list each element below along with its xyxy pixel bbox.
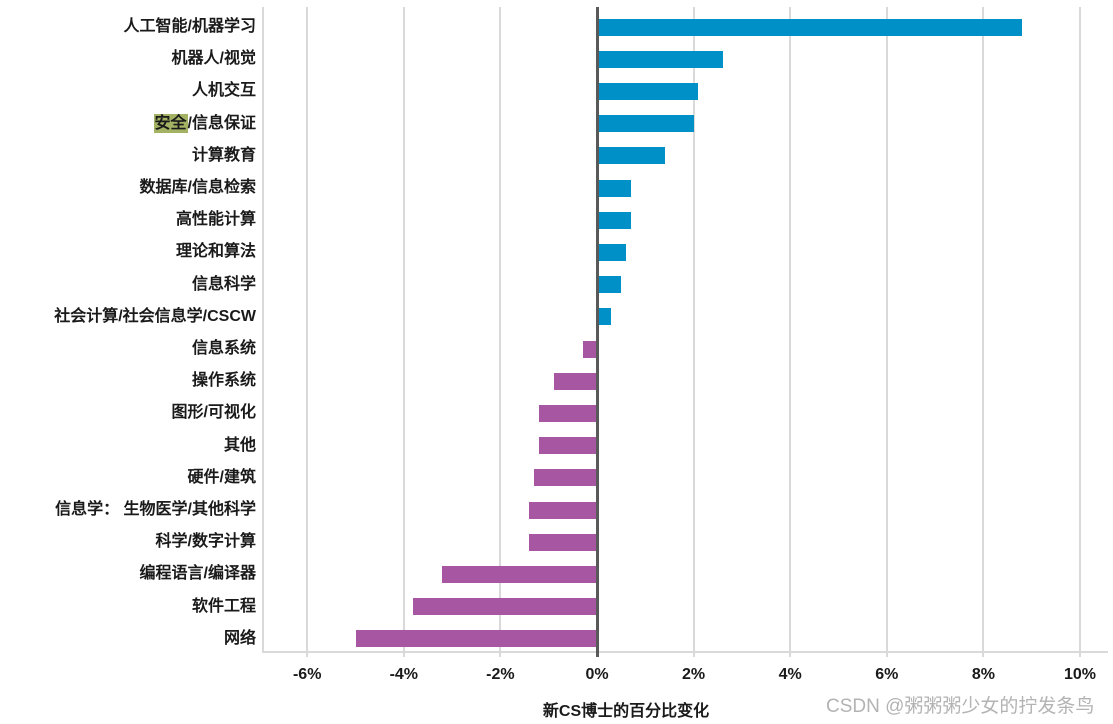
bar-negative [539,437,597,455]
plot-left-border [262,7,264,651]
x-tick-label: -2% [486,666,515,683]
axis-tick [402,651,405,657]
category-label: 安全/信息保证 [153,113,256,133]
bar-positive [597,82,699,100]
category-label: 机器人/视觉 [171,50,256,68]
bar-positive [597,179,631,197]
bar-positive [597,50,723,68]
gridline [982,7,985,651]
zero-axis-line [595,7,599,657]
category-label: 计算教育 [191,146,256,164]
bar-negative [442,565,597,583]
bar-positive [597,308,612,326]
axis-tick [789,651,792,657]
category-label: 软件工程 [191,597,256,615]
watermark: CSDN @粥粥粥少女的拧发条鸟 [826,696,1095,717]
gridline [306,7,309,651]
gridline [1079,7,1081,651]
bar-positive [597,243,626,261]
category-label: 人机交互 [191,82,256,100]
category-label: 其他 [223,436,256,454]
axis-tick [1079,651,1081,657]
x-axis-title: 新CS博士的百分比变化 [542,703,710,720]
x-tick-label: 4% [778,666,802,683]
bar-negative [553,372,597,390]
axis-tick [692,651,695,657]
x-tick-label: 2% [682,666,706,683]
bar-positive [597,147,665,165]
x-tick-label: -4% [389,666,419,683]
category-label: 图形/可视化 [171,404,256,422]
category-label: 信息学： 生物医学/其他科学 [55,501,256,518]
highlighted-text: 安全 [153,113,188,133]
bar-negative [534,469,597,487]
x-tick-label: 8% [971,666,995,683]
category-label: 高性能计算 [175,211,256,229]
gridline [692,7,695,651]
bar-negative [529,501,597,519]
bar-positive [597,115,694,133]
category-label: 科学/数字计算 [155,533,256,551]
category-label: 理论和算法 [175,243,256,261]
x-tick-label: 0% [585,666,609,683]
bar-negative [582,340,597,358]
category-label: 操作系统 [191,372,256,390]
bar-negative [529,533,597,551]
axis-tick [982,651,985,657]
bar-positive [597,276,622,294]
bar-negative [539,404,597,422]
bar-negative [413,598,597,616]
gridline [885,7,888,651]
category-label: 编程语言/编译器 [139,565,256,583]
category-label: 人工智能/机器学习 [123,18,256,35]
bar-positive [597,211,631,229]
x-tick-label: 6% [875,666,899,683]
x-tick-label: 10% [1063,666,1097,683]
category-label: 信息科学 [191,275,256,293]
x-axis-line [262,651,1108,653]
bar-negative [355,630,597,648]
category-label: 网络 [223,629,256,647]
gridline [789,7,792,651]
category-label: 硬件/建筑 [187,468,256,486]
gridline [499,7,502,651]
axis-tick [306,651,309,657]
axis-tick [499,651,502,657]
axis-tick [885,651,888,657]
category-label: 数据库/信息检索 [139,179,256,196]
gridline [402,7,405,651]
x-tick-label: -6% [292,666,322,683]
category-label: 信息系统 [191,340,256,357]
category-label: 社会计算/社会信息学/CSCW [54,307,256,325]
bar-positive [597,18,1023,36]
